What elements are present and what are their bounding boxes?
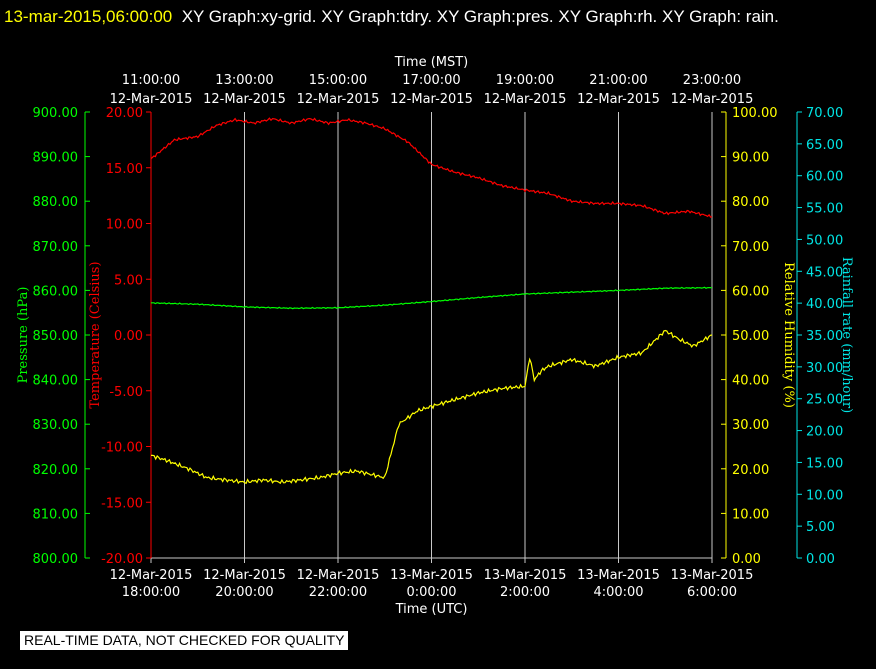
pressure-tick-label: 800.00 [33,552,79,567]
rain-tick-label: 50.00 [806,233,843,248]
pressure-axis-title: Pressure (hPa) [16,287,31,384]
temperature-tick-label: -5.00 [109,385,143,400]
top-tick-label: 13:00:00 [215,73,273,88]
pressure-tick-label: 810.00 [33,507,79,522]
top-axis-label: Time (MST) [394,55,469,70]
x-tick-label: 4:00:00 [593,585,643,600]
top-tick-label: 17:00:00 [402,73,460,88]
rain-axis-title: Rainfall rate (mm/hour) [839,257,854,413]
top-tick-label: 15:00:00 [309,73,367,88]
x-tick-label: 2:00:00 [500,585,550,600]
rain-tick-label: 10.00 [806,488,843,503]
pressure-tick-label: 880.00 [33,195,79,210]
temperature-tick-label: -20.00 [101,552,143,567]
tdry-series-line [150,117,713,218]
rain-tick-label: 35.00 [806,329,843,344]
x-tick-label: 12-Mar-2015 [110,568,193,583]
temperature-tick-label: 10.00 [106,218,143,233]
quality-notice: REAL-TIME DATA, NOT CHECKED FOR QUALITY [20,631,349,650]
rh-series-line [151,329,713,485]
humidity-tick-label: 30.00 [732,418,769,433]
pressure-tick-label: 890.00 [33,151,79,166]
graph-title: XY Graph:xy-grid. XY Graph:tdry. XY Grap… [181,7,779,26]
pressure-tick-label: 850.00 [33,329,79,344]
humidity-axis-title: Relative Humidity (%) [781,262,796,408]
pressure-tick-label: 860.00 [33,284,79,299]
top-tick-label: 12-Mar-2015 [671,92,754,107]
top-tick-label: 19:00:00 [496,73,554,88]
temperature-tick-label: -15.00 [101,496,143,511]
pressure-tick-label: 870.00 [33,240,79,255]
rain-tick-label: 60.00 [806,170,843,185]
temperature-tick-label: 5.00 [114,273,143,288]
top-tick-label: 12-Mar-2015 [577,92,660,107]
temperature-tick-label: 20.00 [106,106,143,121]
humidity-tick-label: 0.00 [732,552,761,567]
humidity-tick-label: 100.00 [732,106,778,121]
x-tick-label: 0:00:00 [406,585,456,600]
x-tick-label: 12-Mar-2015 [297,568,380,583]
rain-tick-label: 55.00 [806,202,843,217]
x-tick-label: 13-Mar-2015 [484,568,567,583]
rain-tick-label: 30.00 [806,361,843,376]
rain-tick-label: 45.00 [806,265,843,280]
top-tick-label: 11:00:00 [122,73,180,88]
x-tick-label: 13-Mar-2015 [390,568,473,583]
pressure-tick-label: 900.00 [33,106,79,121]
x-tick-label: 12-Mar-2015 [203,568,286,583]
rain-tick-label: 70.00 [806,106,843,121]
humidity-tick-label: 50.00 [732,329,769,344]
x-tick-label: 13-Mar-2015 [577,568,660,583]
x-tick-label: 20:00:00 [215,585,273,600]
temperature-axis-title: Temperature (Celsius) [88,261,103,408]
top-tick-label: 12-Mar-2015 [110,92,193,107]
x-tick-label: 6:00:00 [687,585,737,600]
rain-tick-label: 40.00 [806,297,843,312]
pressure-tick-label: 830.00 [33,418,79,433]
humidity-tick-label: 80.00 [732,195,769,210]
humidity-tick-label: 70.00 [732,240,769,255]
rain-tick-label: 65.00 [806,138,843,153]
x-tick-label: 18:00:00 [122,585,180,600]
temperature-tick-label: 15.00 [106,162,143,177]
top-tick-label: 12-Mar-2015 [390,92,473,107]
temperature-tick-label: 0.00 [114,329,143,344]
rain-tick-label: 15.00 [806,456,843,471]
pressure-tick-label: 840.00 [33,374,79,389]
pres-series-line [150,286,712,310]
rain-tick-label: 5.00 [806,520,835,535]
rain-tick-label: 20.00 [806,425,843,440]
temperature-tick-label: -10.00 [101,441,143,456]
x-tick-label: 13-Mar-2015 [671,568,754,583]
chart-title-bar: 13-mar-2015,06:00:00 XY Graph:xy-grid. X… [4,3,872,30]
humidity-tick-label: 90.00 [732,151,769,166]
top-tick-label: 23:00:00 [683,73,741,88]
humidity-tick-label: 60.00 [732,284,769,299]
rain-tick-label: 0.00 [806,552,835,567]
pressure-tick-label: 820.00 [33,463,79,478]
timestamp: 13-mar-2015,06:00:00 [4,7,173,26]
top-tick-label: 12-Mar-2015 [484,92,567,107]
top-tick-label: 21:00:00 [589,73,647,88]
bottom-axis-label: Time (UTC) [395,602,468,617]
top-tick-label: 12-Mar-2015 [297,92,380,107]
humidity-tick-label: 10.00 [732,507,769,522]
top-tick-label: 12-Mar-2015 [203,92,286,107]
humidity-tick-label: 40.00 [732,374,769,389]
humidity-tick-label: 20.00 [732,463,769,478]
x-tick-label: 22:00:00 [309,585,367,600]
rain-tick-label: 25.00 [806,393,843,408]
